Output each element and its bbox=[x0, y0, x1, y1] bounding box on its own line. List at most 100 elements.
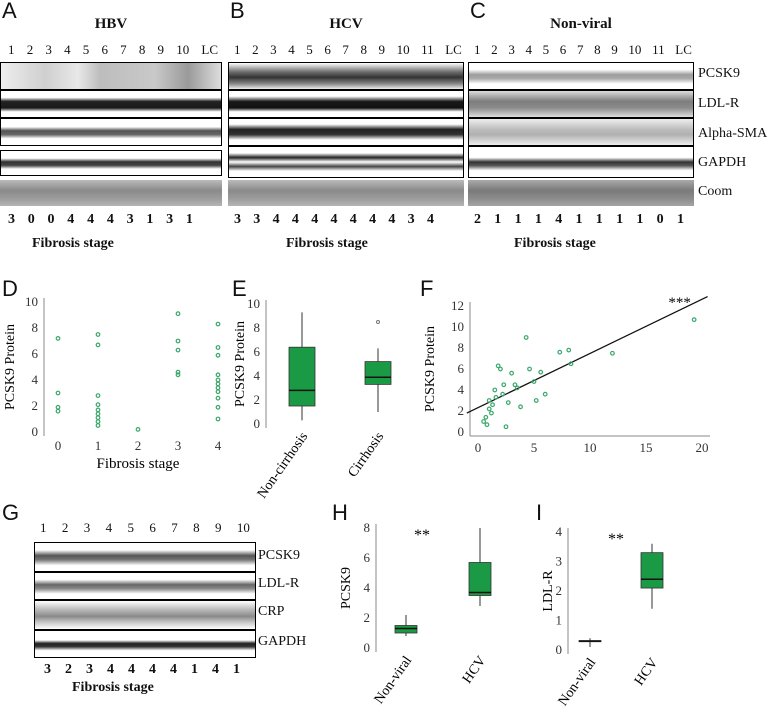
data-point bbox=[215, 395, 221, 401]
data-point bbox=[557, 349, 563, 355]
lane-number: 4 bbox=[288, 42, 295, 57]
lane-number: 2 bbox=[252, 42, 259, 57]
row-label-pcsk9: PCSK9 bbox=[698, 66, 741, 81]
y-tick-label: 8 bbox=[32, 320, 39, 335]
x-axis-label: Fibrosis stage bbox=[97, 456, 180, 472]
y-tick-label: 10 bbox=[451, 319, 464, 334]
lane-number: 11 bbox=[652, 42, 665, 57]
y-tick-label: 8 bbox=[254, 320, 261, 335]
fibrosis-stage-value: 1 bbox=[636, 212, 644, 227]
lane-number: 10 bbox=[236, 520, 250, 535]
fibrosis-stage-value: 1 bbox=[494, 212, 502, 227]
data-point bbox=[505, 400, 511, 405]
lane-number: 9 bbox=[378, 42, 386, 57]
gapdh-blot bbox=[0, 150, 222, 176]
lane-number: 7 bbox=[120, 42, 127, 57]
lane-number: 3 bbox=[508, 42, 515, 57]
data-point bbox=[135, 426, 141, 432]
data-point bbox=[55, 404, 61, 410]
y-axis-label: PCSK9 bbox=[339, 567, 354, 609]
x-tick-label: 1 bbox=[95, 438, 102, 453]
data-point bbox=[175, 311, 181, 317]
data-point bbox=[215, 416, 221, 422]
fibrosis-stage-value: 4 bbox=[426, 212, 434, 227]
fibrosis-stage-value: 1 bbox=[185, 212, 193, 227]
fibrosis-stage-value: 1 bbox=[676, 212, 684, 227]
fibrosis-stage-value: 3 bbox=[166, 212, 174, 227]
fibrosis-stage-value: 0 bbox=[27, 212, 35, 227]
lane-number: 10 bbox=[176, 42, 190, 57]
data-point bbox=[518, 404, 523, 410]
fibrosis-stage-value: 2 bbox=[65, 662, 72, 677]
y-tick-label: 8 bbox=[364, 520, 371, 535]
y-tick-label: 0 bbox=[458, 424, 465, 439]
fibrosis-stage-value: 1 bbox=[616, 212, 624, 227]
y-tick-label: 0 bbox=[364, 640, 371, 655]
data-point bbox=[215, 321, 221, 327]
x-tick-label: 3 bbox=[175, 438, 182, 453]
chart-i-ldlr-box: 0 1 2 3 4 LDL-R Non-viral HCV ** bbox=[541, 524, 664, 709]
fibrosis-stage-value: 2 bbox=[474, 212, 481, 227]
y-tick-label: 2 bbox=[364, 610, 371, 625]
lane-numbers: 1 2 3 4 5 6 7 8 9 10 LC bbox=[8, 42, 218, 58]
y-tick-label: 10 bbox=[25, 294, 38, 309]
data-point bbox=[175, 372, 181, 378]
chart-h-pcsk9-box: 0 2 4 6 8 PCSK9 Non-viral HCV ** bbox=[339, 520, 492, 707]
box bbox=[468, 562, 492, 596]
y-axis-label: PCSK9 Protein bbox=[3, 324, 18, 410]
lane-number: 3 bbox=[45, 42, 52, 57]
ldlr-blot bbox=[468, 90, 694, 118]
fibrosis-stage-value: 0 bbox=[47, 212, 55, 227]
row-label-ldlr: LDL-R bbox=[698, 96, 740, 111]
lane-number: 9 bbox=[611, 42, 618, 57]
blot-title: Non-viral bbox=[550, 16, 612, 32]
y-axis-label: PCSK9 Protein bbox=[233, 321, 248, 407]
data-point bbox=[486, 406, 492, 412]
data-point bbox=[215, 404, 221, 410]
lane-number: 1 bbox=[40, 520, 47, 535]
fibrosis-stage-label: Fibrosis stage bbox=[286, 236, 368, 251]
y-tick-label: 4 bbox=[556, 524, 563, 539]
data-point bbox=[486, 398, 492, 403]
row-label-pcsk9: PCSK9 bbox=[258, 548, 301, 563]
fibrosis-stage-value: 4 bbox=[555, 212, 563, 227]
data-point bbox=[538, 369, 544, 375]
data-point bbox=[509, 370, 514, 376]
row-label-ldlr: LDL-R bbox=[258, 576, 300, 591]
fibrosis-stage-value: 3 bbox=[234, 212, 241, 227]
lane-number: 9 bbox=[157, 42, 165, 57]
row-label-gapdh: GAPDH bbox=[698, 155, 747, 170]
data-point bbox=[531, 379, 537, 384]
lane-number: 1 bbox=[234, 42, 241, 57]
lane-number: 5 bbox=[306, 42, 313, 57]
data-point bbox=[95, 415, 101, 421]
lane-number: 7 bbox=[171, 520, 178, 535]
lane-number: 4 bbox=[525, 42, 532, 57]
panel-letter-a: A bbox=[2, 0, 17, 23]
data-point bbox=[215, 381, 221, 387]
lane-number: 8 bbox=[193, 520, 200, 535]
fibrosis-stage-value: 3 bbox=[253, 212, 261, 227]
lane-numbers: 1 2 3 4 5 6 7 8 9 10 11 LC bbox=[474, 42, 692, 58]
panel-letter-i: I bbox=[536, 500, 543, 525]
data-point bbox=[95, 423, 101, 428]
lane-number: LC bbox=[675, 42, 692, 57]
y-tick-label: 3 bbox=[556, 554, 563, 569]
gapdh-blot bbox=[228, 146, 464, 178]
lane-number: 2 bbox=[26, 42, 34, 57]
row-label-alpha-sma: Alpha-SMA bbox=[698, 126, 768, 141]
lane-number: 10 bbox=[396, 42, 410, 57]
data-point bbox=[215, 389, 221, 395]
fibrosis-stage-value: 3 bbox=[8, 212, 15, 227]
y-tick-label: 8 bbox=[458, 340, 465, 355]
x-tick-label: 15 bbox=[640, 440, 653, 452]
blot-title: HCV bbox=[329, 16, 363, 32]
lane-number: 4 bbox=[64, 42, 71, 57]
data-point bbox=[215, 345, 221, 350]
fibrosis-stage-value: 4 bbox=[311, 212, 319, 227]
lane-number: 4 bbox=[105, 520, 113, 535]
x-category-label: Non-viral bbox=[556, 656, 600, 709]
